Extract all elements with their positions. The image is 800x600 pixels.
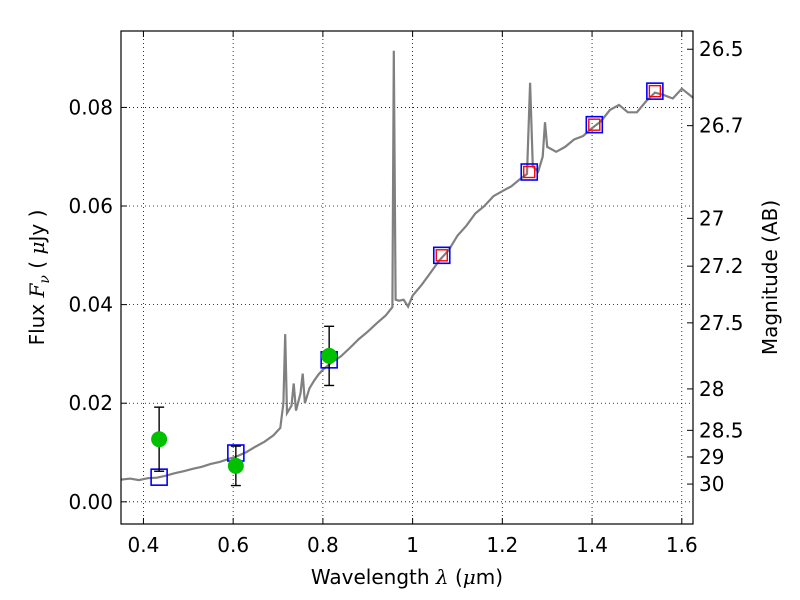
observed-flux-point (435, 249, 448, 262)
x-tick-label: 1.6 (666, 533, 698, 557)
y2-tick-label: 28.5 (699, 418, 744, 442)
y2-tick-label: 27.2 (699, 254, 744, 278)
observed-flux-point (523, 165, 536, 179)
y-tick-label: 0.06 (68, 194, 113, 218)
x-tick-label: 0.6 (217, 533, 249, 557)
x-tick-label: 1.4 (576, 533, 608, 557)
data-series (121, 50, 693, 487)
y2-tick-label: 26.5 (699, 37, 744, 61)
x-axis-label: Wavelength λ (μm) (311, 565, 503, 589)
y-tick-label: 0.04 (68, 293, 113, 317)
model-photometry-point (646, 82, 664, 100)
model-photometry-point (585, 115, 604, 134)
y2-axis-label: Magnitude (AB) (758, 200, 782, 355)
observed-flux-circle (227, 457, 244, 474)
axis-ticks: 0.4 0.6 0.8 1 1.2 1.4 1.6 0.00 0.02 0.04 0.06 0.08 2… (68, 31, 744, 557)
x-tick-label: 1.2 (486, 533, 518, 557)
x-tick-label: 1 (406, 533, 419, 557)
y2-tick-label: 28 (699, 377, 724, 401)
y2-tick-label: 27.5 (699, 311, 744, 335)
observed-flux-circle (321, 347, 338, 364)
model-photometry-point (432, 246, 451, 265)
grid (121, 31, 693, 524)
x-tick-label: 0.8 (307, 533, 339, 557)
y2-tick-label: 29 (699, 445, 724, 469)
y-axis-label: Flux Fν ( μJy ) (25, 210, 53, 346)
observed-flux-point (648, 84, 662, 98)
y-tick-label: 0.00 (68, 490, 113, 514)
y-tick-label: 0.02 (68, 391, 113, 415)
y-tick-label: 0.08 (68, 95, 113, 119)
spectrum-line (121, 50, 693, 482)
observed-flux-point (588, 118, 601, 131)
model-photometry-point (520, 163, 539, 181)
x-tick-label: 0.4 (128, 533, 160, 557)
y2-tick-label: 30 (699, 472, 724, 496)
y2-tick-label: 27 (699, 206, 724, 230)
y2-tick-label: 26.7 (699, 114, 744, 138)
observed-flux-circle (151, 431, 168, 448)
plot-frame (120, 30, 694, 525)
